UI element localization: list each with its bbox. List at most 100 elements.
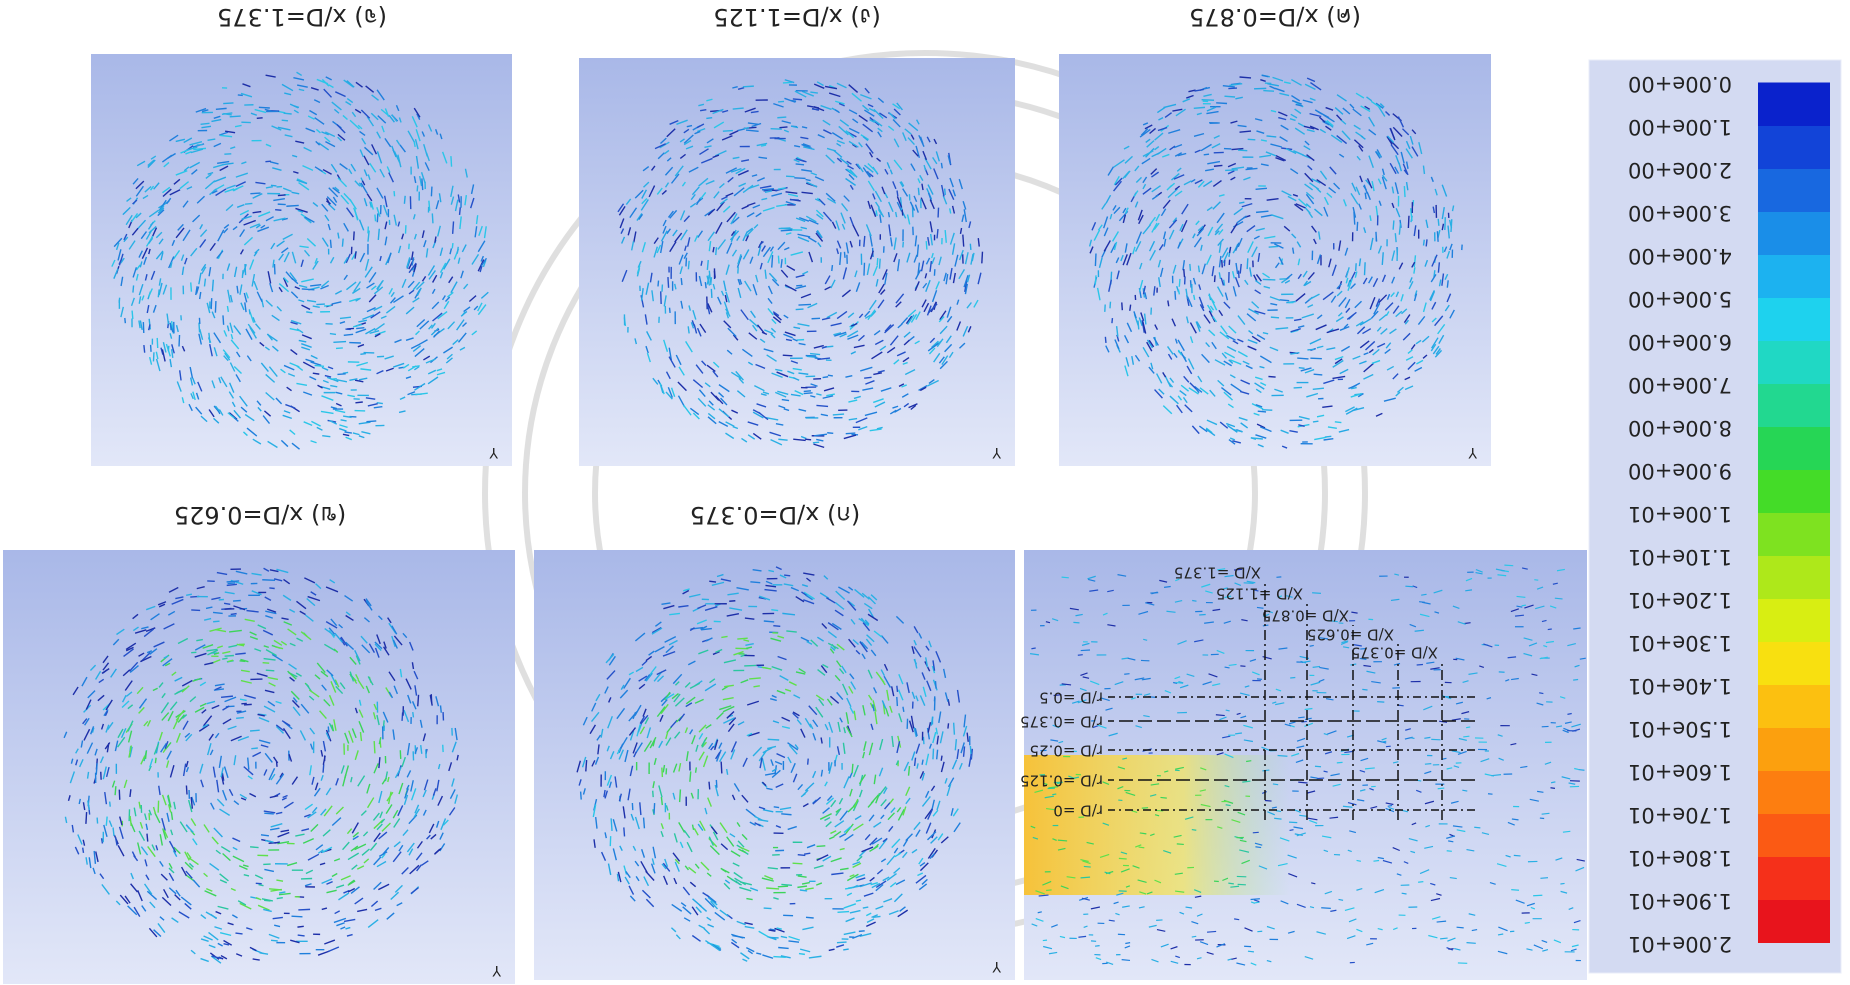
velocity-vector — [795, 217, 806, 223]
velocity-vector — [866, 918, 875, 923]
velocity-vector — [158, 603, 166, 608]
velocity-vector — [207, 171, 214, 175]
velocity-vector — [770, 697, 777, 702]
velocity-vector — [181, 397, 185, 404]
velocity-vector — [1349, 830, 1357, 834]
velocity-vector — [1297, 273, 1302, 280]
velocity-vector — [888, 825, 894, 832]
velocity-vector — [1148, 924, 1157, 928]
velocity-vector — [807, 236, 817, 243]
velocity-vector — [641, 889, 651, 899]
velocity-vector — [314, 364, 325, 367]
velocity-vector — [350, 845, 359, 852]
velocity-vector — [242, 431, 248, 437]
velocity-vector — [249, 635, 258, 640]
velocity-vector — [901, 393, 909, 398]
velocity-vector — [688, 166, 699, 173]
velocity-vector — [249, 946, 257, 952]
velocity-vector — [200, 957, 209, 963]
velocity-vector — [1309, 338, 1322, 345]
velocity-vector — [946, 306, 952, 318]
velocity-vector — [87, 800, 91, 811]
velocity-vector — [651, 627, 663, 635]
velocity-vector — [800, 435, 807, 440]
velocity-vector — [687, 326, 690, 334]
velocity-vector — [251, 273, 256, 287]
velocity-vector — [249, 792, 257, 798]
velocity-vector — [1179, 684, 1189, 689]
velocity-vector — [94, 748, 98, 756]
velocity-vector — [1370, 310, 1379, 320]
velocity-vector — [335, 290, 343, 295]
velocity-vector — [806, 844, 816, 849]
velocity-vector — [1148, 240, 1156, 252]
velocity-vector — [877, 369, 885, 373]
velocity-vector — [737, 637, 748, 640]
velocity-vector — [736, 255, 743, 268]
velocity-vector — [1197, 180, 1205, 188]
velocity-vector — [868, 608, 874, 618]
velocity-vector — [848, 417, 858, 421]
velocity-vector — [352, 678, 358, 684]
velocity-vector — [1177, 395, 1183, 401]
velocity-vector — [592, 804, 597, 818]
velocity-vector — [915, 119, 920, 125]
velocity-vector — [235, 374, 241, 383]
velocity-vector — [906, 214, 911, 225]
velocity-vector — [1363, 352, 1369, 356]
velocity-vector — [880, 635, 889, 644]
velocity-vector — [1162, 231, 1167, 240]
velocity-vector — [187, 799, 193, 813]
velocity-vector — [812, 770, 817, 779]
velocity-vector — [1124, 243, 1128, 253]
velocity-vector — [445, 357, 453, 364]
velocity-vector — [1463, 735, 1470, 738]
velocity-vector — [1130, 697, 1136, 700]
velocity-vector — [699, 192, 707, 200]
velocity-vector — [895, 293, 905, 304]
velocity-vector — [962, 746, 966, 757]
velocity-vector — [188, 403, 193, 412]
velocity-vector — [1201, 263, 1206, 275]
velocity-vector — [356, 327, 365, 330]
velocity-vector — [939, 731, 944, 744]
velocity-vector — [195, 392, 200, 400]
velocity-vector — [370, 900, 379, 908]
velocity-vector — [782, 354, 793, 357]
velocity-vector — [223, 102, 234, 105]
velocity-vector — [131, 227, 139, 236]
velocity-vector — [625, 198, 632, 205]
velocity-vector — [169, 764, 175, 778]
velocity-vector — [845, 917, 855, 923]
velocity-vector — [834, 609, 844, 617]
velocity-vector — [258, 716, 270, 723]
velocity-vector — [1422, 239, 1425, 246]
velocity-vector — [742, 958, 748, 962]
velocity-vector — [1052, 838, 1057, 842]
velocity-vector — [865, 638, 873, 646]
velocity-vector — [182, 720, 189, 730]
velocity-vector — [915, 145, 921, 159]
velocity-vector — [1366, 96, 1373, 102]
velocity-vector — [1160, 208, 1167, 217]
velocity-vector — [1245, 364, 1253, 370]
velocity-vector — [233, 325, 242, 335]
velocity-vector — [320, 670, 329, 678]
velocity-vector — [1314, 109, 1323, 115]
velocity-vector — [227, 412, 236, 419]
velocity-vector — [694, 863, 700, 869]
velocity-vector — [413, 808, 420, 818]
velocity-vector — [365, 327, 376, 335]
velocity-vector — [914, 269, 922, 280]
velocity-vector — [1115, 326, 1119, 337]
velocity-vector — [145, 874, 150, 881]
velocity-vector — [805, 887, 814, 891]
velocity-vector — [334, 91, 346, 98]
velocity-vector — [816, 229, 823, 239]
velocity-vector — [451, 221, 455, 234]
velocity-vector — [717, 239, 727, 250]
velocity-vector — [1125, 357, 1130, 367]
velocity-vector — [761, 666, 772, 670]
velocity-vector — [1373, 302, 1381, 315]
velocity-vector — [376, 89, 385, 101]
